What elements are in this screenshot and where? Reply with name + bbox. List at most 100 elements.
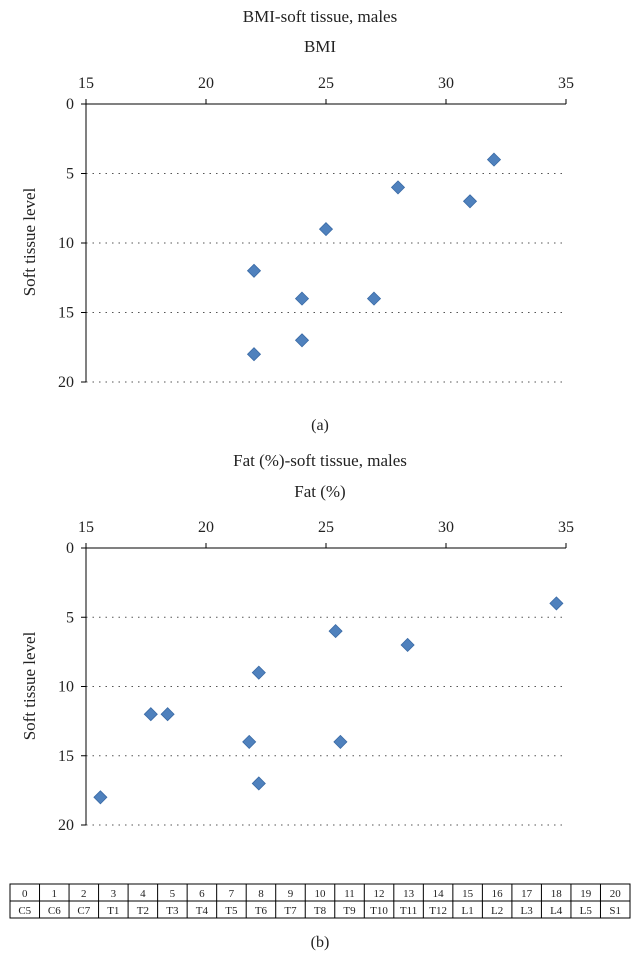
data-point — [251, 776, 266, 791]
table-cell-number: 16 — [492, 888, 504, 900]
x-tick-label: 30 — [438, 75, 454, 92]
table-cell-number: 5 — [170, 888, 176, 900]
table-cell-number: 9 — [288, 888, 294, 900]
table-cell-level: T3 — [166, 905, 179, 917]
table-cell-level: T5 — [225, 905, 238, 917]
chart-a-title: BMI-soft tissue, males — [243, 7, 397, 26]
data-point — [143, 707, 158, 722]
table-cell-level: L3 — [521, 905, 534, 917]
data-point — [486, 152, 502, 167]
table-cell-number: 13 — [403, 888, 415, 900]
table-cell-level: C5 — [18, 905, 31, 917]
data-point — [242, 734, 257, 749]
data-point — [160, 707, 175, 722]
data-point — [294, 291, 310, 306]
chart-b-x-ticks: 15 20 25 30 35 — [78, 519, 574, 548]
chart-a-gridlines — [86, 173, 566, 383]
table-cell-level: T4 — [196, 905, 209, 917]
table-cell-level: T2 — [137, 905, 149, 917]
chart-b-y-axis-label: Soft tissue level — [20, 631, 39, 740]
chart-b-points — [93, 596, 564, 805]
table-cell-level: L1 — [462, 905, 474, 917]
table-cell-number: 11 — [344, 888, 355, 900]
data-point — [294, 333, 310, 348]
table-cell-number: 0 — [22, 888, 28, 900]
table-cell-number: 20 — [610, 888, 622, 900]
table-cell-number: 14 — [433, 888, 445, 900]
table-cell-level: T10 — [370, 905, 388, 917]
table-cell-number: 10 — [315, 888, 327, 900]
table-cell-number: 17 — [521, 888, 533, 900]
y-tick-label: 0 — [66, 96, 74, 113]
chart-b-axes — [85, 547, 566, 825]
chart-b-title: Fat (%)-soft tissue, males — [233, 451, 407, 470]
x-tick-label: 25 — [318, 75, 334, 92]
level-lookup-table: 0 C5 1 C6 2 C7 3 T1 4 T2 5 T3 6 T4 7 T5 8 T6 9 T7 10 T8 11 T9 12… — [9, 883, 631, 919]
x-tick-label: 35 — [558, 519, 574, 536]
table-cell-number: 18 — [551, 888, 563, 900]
y-tick-label: 5 — [66, 166, 74, 183]
table-cell-level: T12 — [429, 905, 447, 917]
x-tick-label: 20 — [198, 75, 214, 92]
data-point — [328, 624, 343, 639]
table-cell-number: 12 — [374, 888, 385, 900]
chart-b-caption: (b) — [311, 934, 330, 951]
data-point — [246, 263, 262, 278]
x-tick-label: 30 — [438, 519, 454, 536]
table-cell-level: T11 — [400, 905, 417, 917]
y-tick-label: 15 — [58, 748, 74, 765]
x-tick-label: 15 — [78, 519, 94, 536]
chart-a-x-axis-label: BMI — [304, 37, 336, 56]
chart-b-gridlines — [86, 616, 566, 826]
table-cell-number: 19 — [580, 888, 592, 900]
table-cell-level: L5 — [580, 905, 593, 917]
chart-b-y-ticks: 0 5 10 15 20 — [58, 540, 86, 834]
data-point — [549, 596, 564, 611]
chart-a-caption: (a) — [311, 417, 329, 434]
data-point — [251, 665, 266, 680]
table-cell-level: T8 — [314, 905, 327, 917]
x-tick-label: 35 — [558, 75, 574, 92]
table-cell-number: 2 — [81, 888, 87, 900]
data-point — [93, 790, 108, 805]
y-tick-label: 20 — [58, 817, 74, 834]
chart-a-y-ticks: 0 5 10 15 20 — [58, 96, 86, 391]
y-tick-label: 20 — [58, 374, 74, 391]
chart-b-x-axis-label: Fat (%) — [294, 482, 345, 501]
table-cell-number: 1 — [52, 888, 58, 900]
table-cell-level: T6 — [255, 905, 268, 917]
data-point — [333, 734, 348, 749]
data-point — [318, 222, 334, 237]
chart-bmi-soft-tissue: BMI-soft tissue, males BMI Soft tissue l… — [20, 7, 574, 434]
y-tick-label: 5 — [66, 609, 74, 626]
y-tick-label: 15 — [58, 305, 74, 322]
y-tick-label: 10 — [58, 679, 74, 696]
y-tick-label: 0 — [66, 540, 74, 557]
chart-a-x-ticks: 15 20 25 30 35 — [78, 75, 574, 104]
table-cell-level: T9 — [343, 905, 356, 917]
table-cell-level: T7 — [284, 905, 297, 917]
table-cell-number: 7 — [229, 888, 235, 900]
table-cell-level: T1 — [107, 905, 119, 917]
chart-a-y-axis-label: Soft tissue level — [20, 187, 39, 296]
x-tick-label: 20 — [198, 519, 214, 536]
table-cell-number: 3 — [111, 888, 117, 900]
data-point — [246, 347, 262, 362]
chart-a-points — [246, 152, 502, 362]
chart-a-axes — [85, 103, 566, 382]
table-cell-number: 8 — [258, 888, 264, 900]
table-cell-level: L2 — [491, 905, 503, 917]
table-cell-level: C6 — [48, 905, 61, 917]
chart-fat-soft-tissue: Fat (%)-soft tissue, males Fat (%) Soft … — [20, 451, 574, 834]
data-point — [400, 637, 415, 653]
table-cell-level: L4 — [550, 905, 563, 917]
data-point — [390, 180, 406, 195]
table-cell-number: 4 — [140, 888, 146, 900]
y-tick-label: 10 — [58, 235, 74, 252]
table-cell-number: 6 — [199, 888, 205, 900]
data-point — [366, 291, 382, 306]
table-cell-number: 15 — [462, 888, 474, 900]
table-cell-level: S1 — [609, 905, 621, 917]
x-tick-label: 15 — [78, 75, 94, 92]
